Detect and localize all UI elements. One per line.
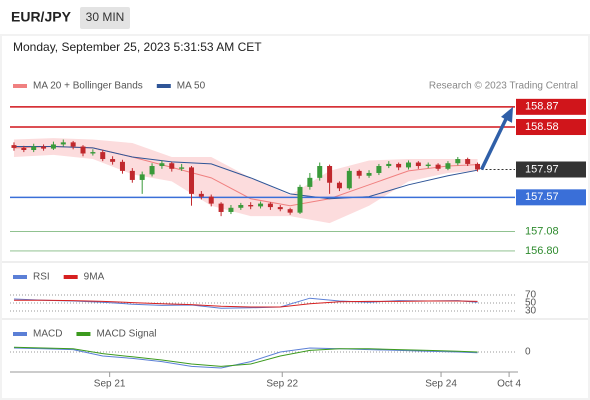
candle-body (277, 207, 283, 210)
legend-label: MA 50 (177, 81, 206, 92)
candle-body (21, 147, 27, 150)
legend-label: MACD (33, 329, 62, 340)
candle-body (228, 207, 234, 212)
level-label: 158.58 (525, 121, 559, 133)
candle-body (159, 163, 165, 167)
candle-body (50, 144, 56, 149)
candle-body (90, 152, 96, 154)
candle-body (386, 163, 392, 167)
candle-body (100, 152, 106, 160)
x-tick-label: Sep 22 (266, 379, 298, 390)
x-tick-label: Oct 4 (497, 379, 521, 390)
legend-label: 9MA (84, 272, 105, 283)
candle-body (465, 159, 471, 164)
forecast-arrowhead (501, 106, 513, 123)
candle-body (119, 161, 125, 171)
level-box (516, 119, 586, 136)
interval-badge (80, 7, 130, 29)
level-box (516, 189, 586, 206)
candle-body (455, 159, 461, 164)
legend-swatch (13, 84, 27, 88)
forecast-arrow (479, 114, 510, 171)
candle-body (445, 163, 451, 169)
candle-body (267, 203, 273, 208)
candle-body (415, 162, 421, 167)
interval: 30 MIN (86, 10, 125, 24)
candle-body (208, 196, 214, 204)
candle-body (346, 170, 352, 189)
level-label: 157.08 (525, 225, 559, 237)
candle-body (327, 166, 333, 183)
legend-swatch (156, 84, 171, 88)
source: Research © 2023 Trading Central (429, 81, 578, 92)
indicator-line (13, 347, 478, 369)
legend-swatch (13, 275, 27, 279)
bollinger-band (13, 138, 478, 224)
candle-body (218, 203, 224, 212)
level-label: 157.57 (525, 191, 559, 203)
level-box (516, 98, 586, 115)
candle-body (238, 205, 244, 208)
legend-label: MACD Signal (96, 329, 156, 340)
legend-label: RSI (33, 272, 50, 283)
level-label: 158.87 (525, 101, 559, 113)
legend-swatch (13, 332, 27, 336)
candle-body (149, 166, 155, 175)
candle-body (248, 205, 254, 207)
candle-body (356, 170, 362, 176)
y-tick-label: 0 (525, 347, 531, 358)
symbol: EUR/JPY (11, 9, 72, 25)
candle-body (60, 142, 66, 145)
candle-body (129, 170, 135, 180)
candle-body (396, 163, 402, 168)
candle-body (475, 163, 481, 170)
candle-body (307, 177, 313, 187)
indicator-line (13, 346, 478, 367)
candle-body (405, 162, 411, 168)
candle-body (336, 182, 342, 189)
panel (2, 36, 588, 398)
candle-body (80, 146, 86, 154)
candle-body (70, 142, 76, 147)
candle-body (110, 159, 116, 162)
legend-swatch (63, 275, 78, 279)
candle-body (179, 167, 185, 169)
y-tick-label: 30 (525, 306, 537, 317)
y-tick-label: 50 (525, 298, 537, 309)
candle-body (366, 172, 372, 176)
candle-body (198, 193, 204, 197)
last-price-label: 157.97 (525, 163, 559, 175)
candle-body (317, 166, 323, 178)
timestamp: Monday, September 25, 2023 5:31:53 AM CE… (13, 40, 262, 54)
candle-body (139, 174, 145, 180)
candle-body (297, 186, 303, 213)
candle-body (41, 146, 47, 149)
candle-body (31, 146, 37, 150)
legend-swatch (76, 332, 91, 336)
ma-line (13, 146, 478, 200)
candle-body (376, 166, 382, 173)
candle-body (287, 209, 293, 213)
candle-body (189, 167, 195, 194)
x-tick-label: Sep 24 (425, 379, 457, 390)
last-price-box (516, 161, 586, 178)
level-label: 156.80 (525, 245, 559, 257)
candle-body (169, 163, 175, 169)
candle-body (435, 164, 441, 169)
indicator-line (13, 299, 478, 308)
indicator-line (13, 297, 478, 309)
y-tick-label: 70 (525, 290, 537, 301)
candle-body (258, 203, 264, 207)
candle-body (11, 145, 17, 148)
candle-body (425, 164, 431, 167)
legend-label: MA 20 + Bollinger Bands (33, 81, 143, 92)
x-tick-label: Sep 21 (94, 379, 126, 390)
